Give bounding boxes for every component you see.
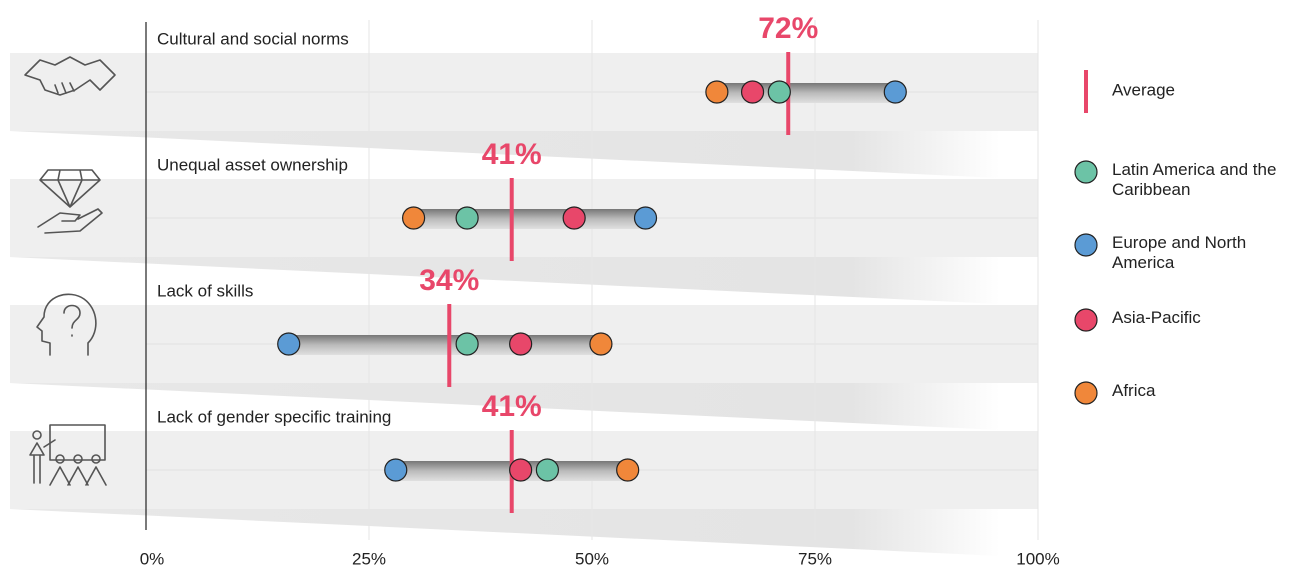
dot (535, 458, 560, 482)
dot (616, 458, 640, 482)
dot (384, 458, 408, 482)
legend-swatch (1074, 381, 1098, 405)
dot (883, 80, 907, 104)
x-tick-label: 100% (1016, 549, 1059, 568)
dot (402, 206, 426, 230)
dot (509, 332, 533, 356)
dot (562, 206, 586, 230)
dot (767, 80, 791, 104)
x-tick-label: 0% (140, 549, 165, 568)
average-label: 72% (758, 12, 818, 45)
dot (509, 458, 533, 482)
handshake-icon (24, 56, 116, 96)
dot (589, 332, 613, 356)
legend-item: Latin America and the Caribbean (1112, 160, 1277, 199)
dot (740, 80, 765, 104)
range-bar (413, 209, 646, 229)
category-label: Unequal asset ownership (157, 155, 348, 174)
legend-label: Africa (1112, 381, 1156, 400)
training-icon (29, 424, 107, 486)
legend-label: Asia-Pacific (1112, 308, 1201, 327)
average-label: 41% (482, 390, 542, 423)
x-tick-label: 25% (352, 549, 386, 568)
range-bar (288, 335, 601, 355)
x-tick-label: 50% (575, 549, 609, 568)
head-question-icon (36, 293, 97, 356)
average-label: 34% (419, 264, 479, 297)
dot (455, 206, 479, 230)
dot (705, 80, 729, 104)
dot (277, 332, 301, 356)
diamond-hand-icon (37, 169, 103, 234)
row-shadow (10, 257, 1000, 304)
category-label: Lack of gender specific training (157, 407, 391, 426)
x-tick-label: 75% (798, 549, 832, 568)
legend-swatch (1074, 308, 1098, 332)
row-shadow (10, 509, 1000, 556)
legend-item: Africa (1112, 381, 1156, 400)
dot (455, 332, 479, 356)
dot (633, 206, 658, 230)
legend-swatch (1074, 233, 1098, 257)
row-shadow (10, 383, 1000, 430)
legend-label: Latin America and the Caribbean (1112, 160, 1277, 199)
legend-item: Europe and North America (1112, 233, 1247, 272)
legend-item: Asia-Pacific (1112, 308, 1201, 327)
icons (24, 56, 116, 486)
legend-swatch (1074, 160, 1098, 184)
average-label: 41% (482, 138, 542, 171)
category-label: Lack of skills (157, 281, 253, 300)
legend-label: Europe and North America (1112, 233, 1247, 272)
row-shadow (10, 131, 1000, 178)
category-label: Cultural and social norms (157, 29, 349, 48)
legend-average-label: Average (1112, 80, 1175, 99)
